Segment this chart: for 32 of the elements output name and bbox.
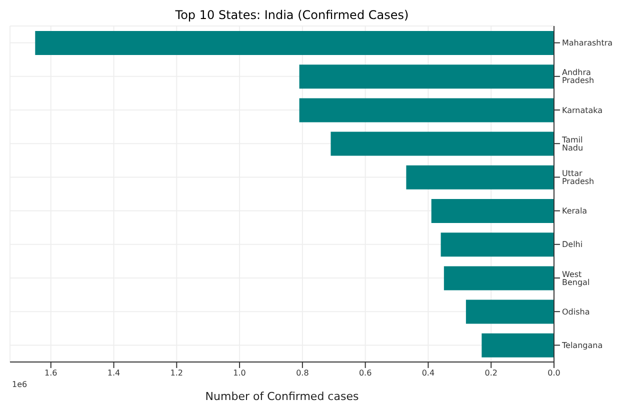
y-tick-label: Kerala: [562, 206, 588, 216]
x-tick-label: 0.4: [422, 368, 435, 378]
y-tick-label: West Bengal: [562, 270, 590, 287]
x-tick-label: 0.6: [358, 368, 372, 378]
bar: [482, 333, 554, 358]
text: 1e6: [12, 380, 28, 389]
bar: [299, 98, 554, 122]
x-tick-label: 1.0: [233, 368, 246, 378]
x-tick-label: 1.2: [170, 368, 184, 378]
x-axis-title: Number of Confirmed cases: [205, 390, 359, 403]
y-tick-label: Odisha: [562, 307, 590, 316]
bar: [466, 300, 554, 324]
y-tick-label: Uttar Pradesh: [562, 169, 594, 186]
bar: [431, 199, 554, 223]
bar: [35, 31, 554, 55]
y-tick-label: Maharashtra: [562, 38, 613, 48]
bar: [299, 64, 554, 89]
x-tick-label: 0.0: [548, 368, 560, 378]
bar: [440, 232, 554, 257]
y-tick-label: Karnataka: [562, 106, 603, 115]
y-tick-label: Telangana: [561, 341, 603, 350]
bar: [406, 165, 554, 190]
chart-title: Top 10 States: India (Confirmed Cases): [174, 8, 410, 24]
y-tick-label: Delhi: [562, 240, 583, 250]
y-tick-label: Andhra Pradesh: [562, 68, 594, 86]
x-tick-label: 1.4: [107, 368, 120, 378]
y-tick-label: Tamil Nadu: [561, 135, 584, 152]
bar: [330, 132, 554, 156]
x-tick-label: 0.2: [484, 368, 498, 378]
x-tick-label: 0.8: [296, 368, 309, 378]
x-tick-label: 1.6: [44, 368, 58, 378]
bar: [444, 266, 554, 290]
